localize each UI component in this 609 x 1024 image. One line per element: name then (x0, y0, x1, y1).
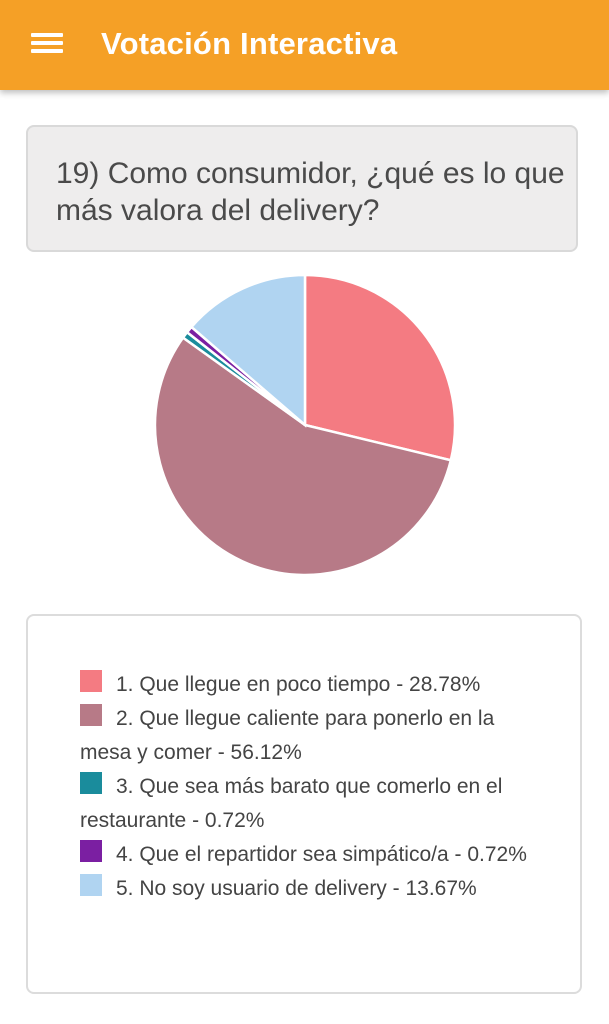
legend-label: 5. No soy usuario de delivery - 13.67% (116, 877, 477, 900)
question-text: 19) Como consumidor, ¿qué es lo que más … (56, 157, 565, 227)
legend-swatch (80, 670, 102, 692)
legend-swatch (80, 772, 102, 794)
app-bar: Votación Interactiva (0, 0, 609, 90)
legend-label: 3. Que sea más barato que comerlo en el … (80, 775, 503, 832)
legend-swatch (80, 874, 102, 896)
legend-item: 3. Que sea más barato que comerlo en el … (80, 770, 540, 838)
menu-icon[interactable] (31, 31, 63, 55)
legend-card: 1. Que llegue en poco tiempo - 28.78% 2.… (26, 614, 582, 994)
pie-slice-1 (303, 273, 457, 462)
pie-slice-2 (153, 335, 453, 577)
legend-item: 5. No soy usuario de delivery - 13.67% (80, 872, 540, 906)
legend-label: 1. Que llegue en poco tiempo - 28.78% (116, 673, 481, 696)
pie-chart (153, 273, 457, 577)
legend-item: 4. Que el repartidor sea simpático/a - 0… (80, 838, 540, 872)
legend-item: 2. Que llegue caliente para ponerlo en l… (80, 702, 540, 770)
question-card: 19) Como consumidor, ¿qué es lo que más … (26, 125, 578, 252)
legend-label: 2. Que llegue caliente para ponerlo en l… (80, 707, 495, 764)
pie-slice-5 (189, 273, 307, 428)
legend-swatch (80, 704, 102, 726)
legend-swatch (80, 840, 102, 862)
legend-list: 1. Que llegue en poco tiempo - 28.78% 2.… (80, 668, 540, 906)
legend-item: 1. Que llegue en poco tiempo - 28.78% (80, 668, 540, 702)
legend-label: 4. Que el repartidor sea simpático/a - 0… (116, 843, 527, 866)
app-title: Votación Interactiva (101, 26, 398, 61)
